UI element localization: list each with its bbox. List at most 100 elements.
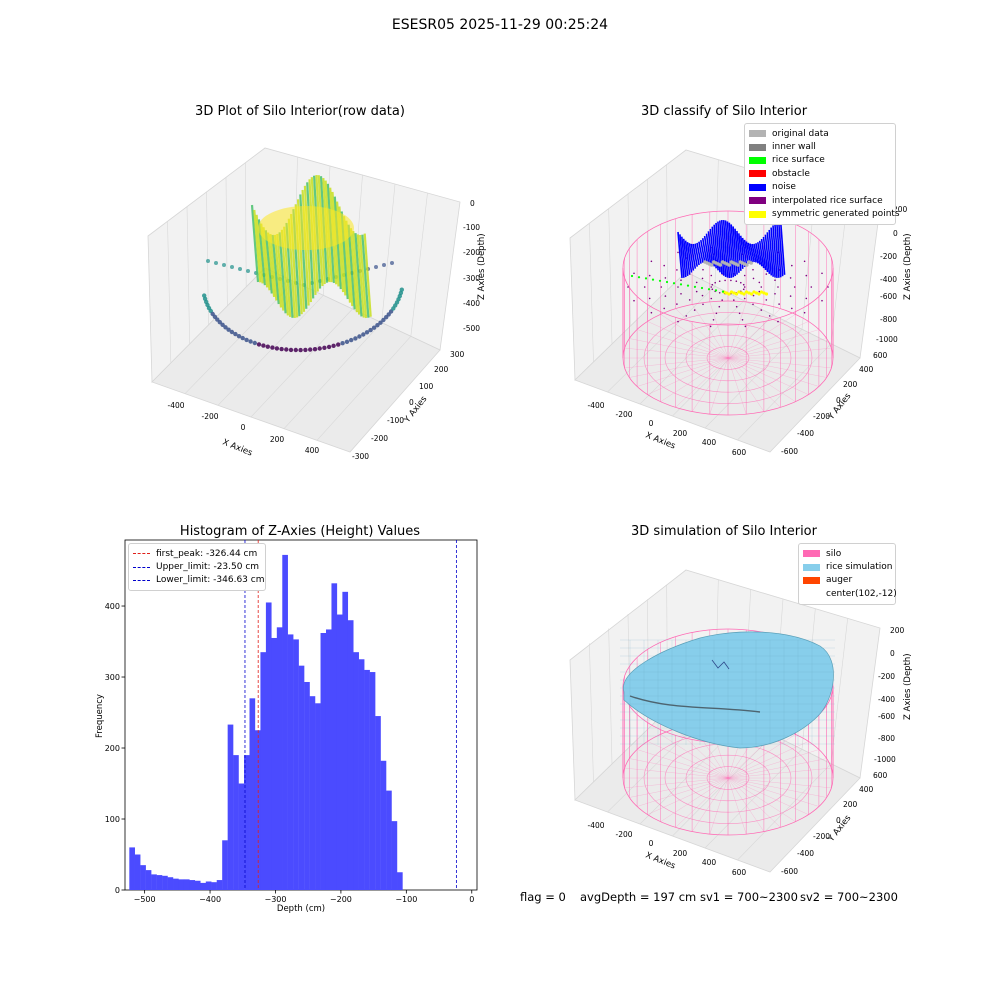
panel1-xtick: -200 (201, 412, 218, 421)
histogram-bar (287, 634, 294, 890)
symmetric-point (724, 291, 729, 295)
histogram-bar (358, 659, 365, 890)
noise-ray (732, 226, 738, 275)
raw-point (288, 347, 294, 353)
panel2-yticks: -600 -400 -200 0 200 400 600 (781, 351, 888, 456)
interpolated-point (664, 277, 667, 279)
interpolated-point (758, 290, 761, 293)
silo-floor-spoke (647, 357, 729, 395)
noise-ray (722, 219, 729, 278)
symmetric-point (764, 292, 769, 296)
x-tick-label: −100 (395, 895, 417, 904)
silo-floor-spoke (727, 357, 747, 415)
interpolated-point (777, 320, 779, 323)
raw-point (230, 265, 234, 269)
histogram-xticks: −500 −400 −300 −200 −100 0 (134, 890, 474, 904)
noise-ray (770, 227, 776, 278)
interpolated-point (743, 274, 746, 277)
interpolated-point (695, 281, 698, 284)
silo-floor-spoke (647, 777, 729, 815)
histogram-bar (249, 698, 256, 890)
noise-ray (745, 241, 752, 263)
legend-item: interpolated rice surface (749, 194, 891, 207)
histogram-bar (211, 882, 217, 890)
interpolated-point (702, 268, 704, 271)
interpolated-point (676, 303, 678, 305)
panel4-xtick: 400 (702, 858, 717, 867)
legend-swatch (803, 590, 820, 597)
interpolated-point (677, 320, 679, 323)
silo-floor-spoke (727, 329, 819, 359)
noise-ray (774, 223, 780, 278)
silo-floor-spoke (647, 321, 729, 359)
panel2-classified-points (627, 219, 829, 328)
gridline (608, 628, 613, 765)
gridline (225, 177, 228, 307)
legend-swatch (133, 553, 150, 555)
panel1-ytick: 100 (419, 382, 434, 391)
legend-swatch (133, 566, 150, 568)
histogram-reference-lines (244, 540, 457, 890)
scan-ray (250, 204, 260, 283)
histogram-bar (173, 878, 179, 890)
panel4-rice-surface (620, 631, 835, 749)
auger-marker (711, 659, 730, 670)
interpolated-point (650, 311, 653, 314)
interpolated-point (735, 305, 738, 308)
noise-ray (749, 243, 755, 263)
silo-floor-spoke (637, 329, 729, 359)
symmetric-point (744, 290, 749, 294)
scan-ray (276, 233, 285, 311)
legend-swatch (803, 576, 820, 584)
noise-ray (677, 231, 683, 279)
interpolated-point (680, 293, 682, 295)
symmetric-point (752, 290, 756, 294)
panel1-ytick: -300 (352, 452, 369, 461)
noise-ray (736, 230, 742, 271)
interpolated-point (676, 269, 678, 271)
silo-floor-spoke (660, 777, 729, 822)
x-tick-label: 0 (469, 895, 474, 904)
silo-floor-spoke (629, 357, 729, 378)
gridline (217, 295, 324, 406)
scan-ray (271, 234, 280, 305)
interpolated-point (711, 283, 714, 286)
raw-point (357, 334, 362, 339)
noise-ray (694, 243, 700, 266)
interpolated-point (791, 264, 793, 267)
histogram-bar (331, 583, 338, 890)
interpolated-point (710, 286, 713, 288)
symmetric-point (727, 292, 731, 296)
scan-ray (264, 230, 273, 294)
raw-point (312, 347, 318, 352)
panel4-ztick: -400 (878, 695, 895, 704)
interpolated-point (821, 299, 823, 302)
interpolated-point (744, 325, 747, 328)
gridline (381, 183, 396, 323)
silo-floor-spoke (727, 741, 809, 779)
silo-floor-spoke (727, 321, 809, 359)
legend-label: first_peak: -326.44 cm (156, 548, 258, 559)
histogram-bar (282, 554, 288, 890)
symmetric-point (729, 290, 734, 294)
panel2-ztick: 0 (893, 229, 898, 238)
interpolated-point (710, 274, 713, 277)
legend-item: silo (803, 547, 891, 560)
panel2-xtick: 0 (649, 419, 654, 428)
histogram-bar (183, 879, 190, 890)
panel4-xtick: 200 (673, 849, 688, 858)
x-tick-label: −500 (134, 895, 156, 904)
gridline (647, 179, 650, 309)
legend-swatch (749, 170, 766, 178)
noise-ray (739, 235, 746, 268)
silo-floor-spoke (624, 357, 729, 369)
silo-floor-spoke (727, 777, 796, 822)
interpolated-point (774, 279, 776, 282)
histogram-bar (391, 821, 398, 890)
silo-floor-spoke (691, 777, 729, 832)
interpolated-point (760, 309, 763, 311)
legend-label: rice simulation (826, 562, 893, 573)
raw-point (317, 346, 322, 351)
raw-point (252, 340, 257, 346)
raw-point (256, 342, 262, 347)
